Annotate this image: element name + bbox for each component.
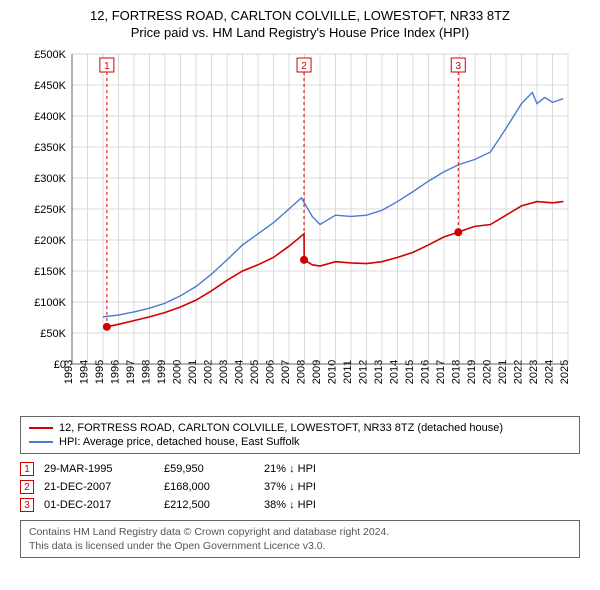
- title-address: 12, FORTRESS ROAD, CARLTON COLVILLE, LOW…: [10, 8, 590, 23]
- svg-text:1997: 1997: [125, 360, 137, 384]
- sales-table: 1 29-MAR-1995 £59,950 21% ↓ HPI 2 21-DEC-2007…: [20, 460, 580, 514]
- svg-text:1998: 1998: [141, 360, 153, 384]
- sale-date: 29-MAR-1995: [44, 463, 154, 475]
- svg-text:£200K: £200K: [34, 235, 66, 247]
- svg-text:1995: 1995: [94, 360, 106, 384]
- svg-text:2008: 2008: [296, 360, 308, 384]
- svg-text:1: 1: [104, 61, 110, 72]
- sale-marker-icon: 2: [20, 480, 34, 494]
- svg-text:1993: 1993: [63, 360, 75, 384]
- svg-text:2002: 2002: [203, 360, 215, 384]
- svg-text:2023: 2023: [528, 360, 540, 384]
- footer-line2: This data is licensed under the Open Gov…: [29, 539, 571, 553]
- sale-marker-icon: 3: [20, 498, 34, 512]
- legend-label: 12, FORTRESS ROAD, CARLTON COLVILLE, LOW…: [59, 422, 503, 434]
- svg-text:2024: 2024: [544, 360, 556, 384]
- svg-text:2005: 2005: [249, 360, 261, 384]
- sale-delta: 38% ↓ HPI: [264, 499, 374, 511]
- chart-area: £0£50K£100K£150K£200K£250K£300K£350K£400…: [20, 48, 580, 408]
- sale-row: 3 01-DEC-2017 £212,500 38% ↓ HPI: [20, 496, 580, 514]
- legend-item: 12, FORTRESS ROAD, CARLTON COLVILLE, LOW…: [29, 421, 571, 435]
- title-block: 12, FORTRESS ROAD, CARLTON COLVILLE, LOW…: [0, 0, 600, 44]
- svg-text:2010: 2010: [327, 360, 339, 384]
- svg-text:£150K: £150K: [34, 266, 66, 278]
- svg-text:2019: 2019: [466, 360, 478, 384]
- legend-box: 12, FORTRESS ROAD, CARLTON COLVILLE, LOW…: [20, 416, 580, 454]
- legend-item: HPI: Average price, detached house, East…: [29, 435, 571, 449]
- svg-text:1996: 1996: [110, 360, 122, 384]
- svg-text:3: 3: [455, 61, 461, 72]
- svg-text:£50K: £50K: [40, 328, 66, 340]
- svg-text:1994: 1994: [79, 360, 91, 384]
- svg-text:2012: 2012: [358, 360, 370, 384]
- svg-text:2015: 2015: [404, 360, 416, 384]
- svg-text:2: 2: [301, 61, 307, 72]
- svg-text:£400K: £400K: [34, 111, 66, 123]
- svg-text:1999: 1999: [156, 360, 168, 384]
- svg-text:2018: 2018: [451, 360, 463, 384]
- svg-text:2017: 2017: [435, 360, 447, 384]
- title-subtitle: Price paid vs. HM Land Registry's House …: [10, 25, 590, 40]
- svg-text:£500K: £500K: [34, 49, 66, 61]
- svg-text:£300K: £300K: [34, 173, 66, 185]
- sale-row: 2 21-DEC-2007 £168,000 37% ↓ HPI: [20, 478, 580, 496]
- legend-swatch: [29, 427, 53, 429]
- svg-text:2004: 2004: [234, 360, 246, 384]
- svg-text:2007: 2007: [280, 360, 292, 384]
- line-chart-svg: £0£50K£100K£150K£200K£250K£300K£350K£400…: [20, 48, 580, 408]
- svg-text:2014: 2014: [389, 360, 401, 384]
- svg-text:£100K: £100K: [34, 297, 66, 309]
- sale-row: 1 29-MAR-1995 £59,950 21% ↓ HPI: [20, 460, 580, 478]
- svg-text:2006: 2006: [265, 360, 277, 384]
- sale-delta: 21% ↓ HPI: [264, 463, 374, 475]
- sale-price: £59,950: [164, 463, 254, 475]
- chart-container: 12, FORTRESS ROAD, CARLTON COLVILLE, LOW…: [0, 0, 600, 590]
- sale-date: 01-DEC-2017: [44, 499, 154, 511]
- sale-delta: 37% ↓ HPI: [264, 481, 374, 493]
- svg-text:2009: 2009: [311, 360, 323, 384]
- svg-text:2021: 2021: [497, 360, 509, 384]
- svg-text:£350K: £350K: [34, 142, 66, 154]
- svg-text:2001: 2001: [187, 360, 199, 384]
- legend-swatch: [29, 441, 53, 443]
- legend-label: HPI: Average price, detached house, East…: [59, 436, 300, 448]
- footer-box: Contains HM Land Registry data © Crown c…: [20, 520, 580, 558]
- svg-text:£250K: £250K: [34, 204, 66, 216]
- sale-date: 21-DEC-2007: [44, 481, 154, 493]
- sale-price: £168,000: [164, 481, 254, 493]
- svg-text:2013: 2013: [373, 360, 385, 384]
- svg-text:2000: 2000: [172, 360, 184, 384]
- svg-text:£450K: £450K: [34, 80, 66, 92]
- svg-text:2016: 2016: [420, 360, 432, 384]
- footer-line1: Contains HM Land Registry data © Crown c…: [29, 525, 571, 539]
- svg-text:2025: 2025: [559, 360, 571, 384]
- sale-price: £212,500: [164, 499, 254, 511]
- svg-text:2022: 2022: [513, 360, 525, 384]
- svg-text:2003: 2003: [218, 360, 230, 384]
- svg-text:2020: 2020: [482, 360, 494, 384]
- sale-marker-icon: 1: [20, 462, 34, 476]
